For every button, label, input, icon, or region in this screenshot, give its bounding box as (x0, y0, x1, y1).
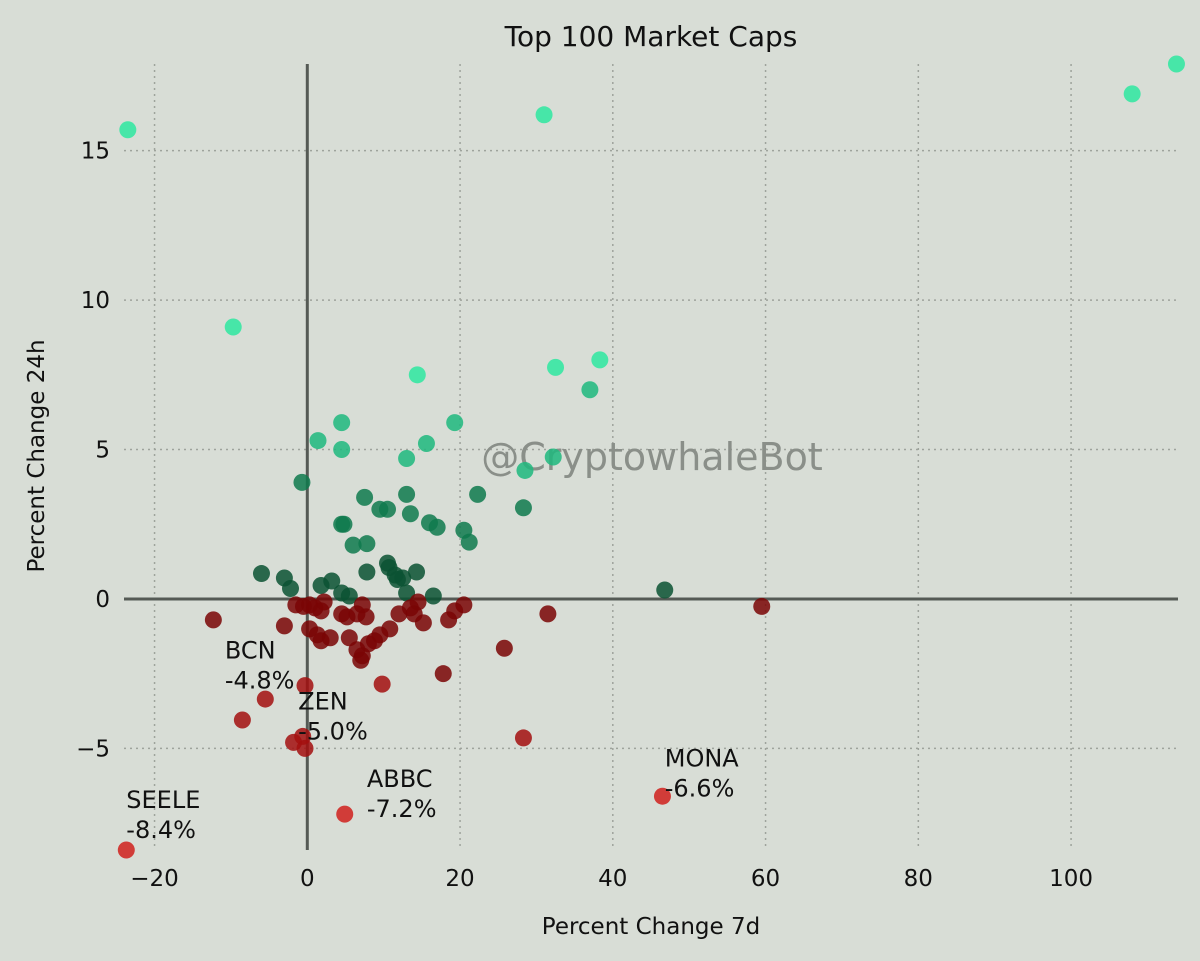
scatter-point (256, 690, 274, 708)
scatter-point (204, 611, 222, 629)
scatter-point (514, 499, 532, 517)
annotation-coin: ABBC (367, 765, 433, 793)
annotation-percent: -6.6% (665, 774, 735, 802)
x-tick-label: 40 (598, 866, 627, 892)
scatter-point (252, 565, 270, 583)
scatter-point (119, 121, 137, 139)
annotation-coin: ZEN (298, 688, 348, 716)
scatter-point (344, 536, 362, 554)
scatter-point (428, 518, 446, 536)
scatter-point (1123, 85, 1141, 103)
annotation-coin: SEELE (126, 786, 200, 814)
scatter-point (296, 739, 314, 757)
x-axis-label: Percent Change 7d (542, 914, 760, 940)
scatter-point (446, 414, 464, 432)
scatter-point (408, 563, 426, 581)
scatter-point (653, 787, 671, 805)
point-annotation: ZEN -5.0% (298, 688, 368, 746)
scatter-point (398, 485, 416, 503)
data-points (117, 55, 1185, 859)
scatter-point (401, 505, 419, 523)
scatter-point (315, 593, 333, 611)
scatter-point (282, 579, 300, 597)
scatter-point (336, 805, 354, 823)
x-tick-label: 100 (1049, 866, 1093, 892)
x-tick-label: 80 (904, 866, 933, 892)
scatter-point (312, 577, 330, 595)
y-tick-label: 5 (95, 438, 110, 464)
scatter-point (753, 597, 771, 615)
scatter-point (358, 535, 376, 553)
scatter-point (1167, 55, 1185, 73)
scatter-point (352, 651, 370, 669)
y-tick-label: 10 (81, 288, 110, 314)
scatter-point (495, 639, 513, 657)
scatter-point (333, 441, 351, 459)
scatter-point (335, 515, 353, 533)
scatter-point (516, 461, 534, 479)
y-tick-label: 0 (95, 587, 110, 613)
scatter-point (357, 608, 375, 626)
scatter-point (224, 318, 242, 336)
x-tick-label: 60 (751, 866, 780, 892)
scatter-point (293, 473, 311, 491)
scatter-point (409, 593, 427, 611)
x-tick-label: 20 (445, 866, 474, 892)
scatter-point (544, 448, 562, 466)
annotation-percent: -4.8% (225, 667, 295, 695)
scatter-point (358, 563, 376, 581)
scatter-point (309, 432, 327, 450)
scatter-point (381, 620, 399, 638)
scatter-point (275, 617, 293, 635)
scatter-point (417, 435, 435, 453)
x-tick-label: 0 (300, 866, 315, 892)
y-axis-label: Percent Change 24h (24, 339, 50, 572)
point-annotation: ABBC -7.2% (367, 765, 437, 823)
scatter-point (356, 488, 374, 506)
scatter-point (424, 587, 442, 605)
point-annotation: BCN -4.8% (225, 637, 295, 695)
scatter-point (340, 587, 358, 605)
annotation-percent: -8.4% (126, 816, 196, 844)
y-tick-label: −5 (76, 736, 110, 762)
scatter-point (233, 711, 251, 729)
annotation-percent: -5.0% (298, 718, 368, 746)
scatter-point (398, 449, 416, 467)
point-annotation: SEELE -8.4% (126, 786, 200, 844)
annotation-coin: BCN (225, 637, 276, 665)
scatter-point (514, 729, 532, 747)
scatter-point (455, 596, 473, 614)
scatter-point (535, 106, 553, 124)
scatter-point (333, 414, 351, 432)
annotation-percent: -7.2% (367, 795, 437, 823)
scatter-point (414, 614, 432, 632)
tick-labels: −20 0 20 40 60 80 100 −5 0 5 10 15 (76, 139, 1093, 892)
scatter-point (434, 665, 452, 683)
scatter-point (394, 569, 412, 587)
scatter-point (581, 381, 599, 399)
scatter-point (117, 841, 135, 859)
scatter-point (469, 485, 487, 503)
y-tick-label: 15 (81, 139, 110, 165)
scatter-point (656, 581, 674, 599)
scatter-point (539, 605, 557, 623)
point-annotation: MONA -6.6% (665, 744, 740, 802)
watermark-text: @CryptowhaleBot (481, 435, 823, 479)
scatter-point (398, 584, 416, 602)
scatter-point (460, 533, 478, 551)
scatter-point (379, 500, 396, 518)
scatter-point (591, 351, 609, 369)
scatter-point (296, 677, 314, 695)
annotations: BCN -4.8%ZEN -5.0%ABBC -7.2%MONA -6.6%SEELE -… (126, 637, 739, 844)
scatter-point (321, 629, 339, 647)
annotation-coin: MONA (665, 744, 740, 772)
chart-title: Top 100 Market Caps (504, 20, 798, 53)
scatter-point (373, 675, 391, 693)
scatter-point (408, 366, 426, 384)
scatter-point (547, 358, 565, 376)
x-tick-label: −20 (130, 866, 179, 892)
